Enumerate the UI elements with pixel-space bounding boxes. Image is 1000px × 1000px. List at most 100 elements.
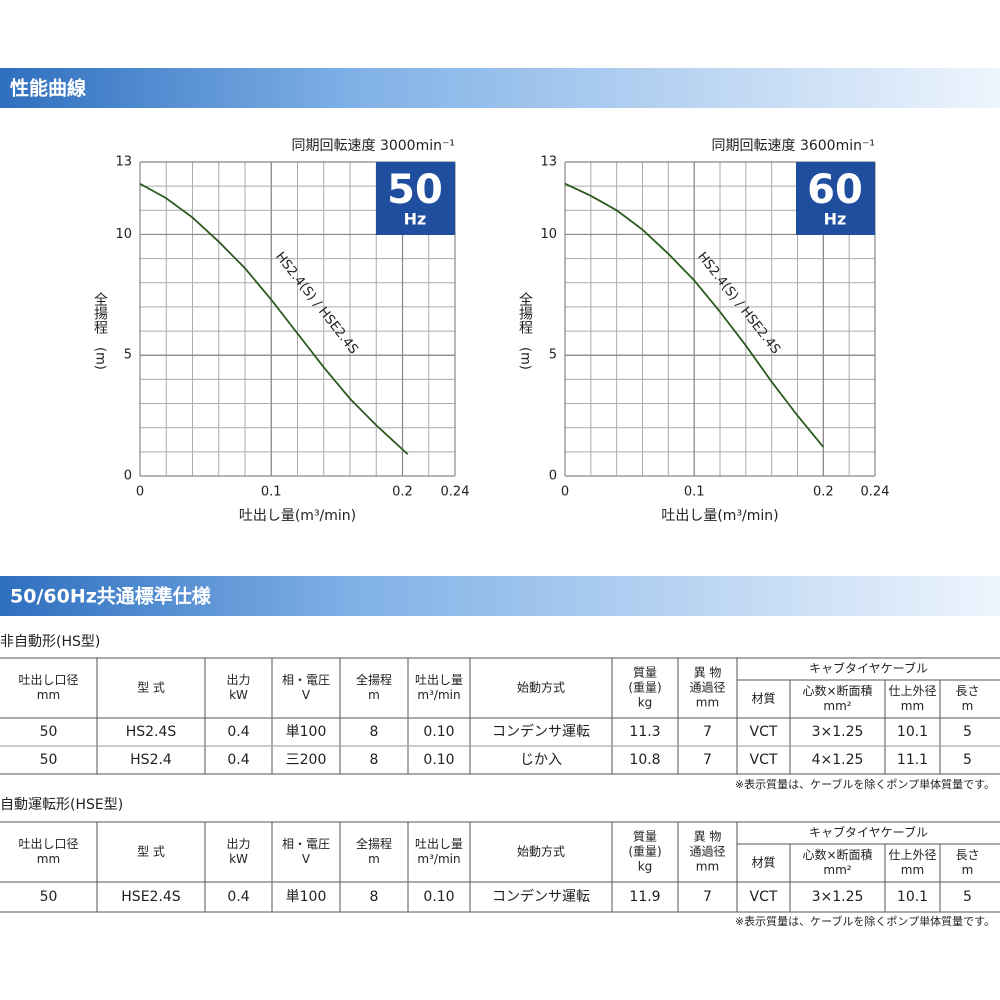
table-cell: 8 — [370, 889, 379, 905]
header-cell: m — [368, 852, 380, 866]
table-cell: HS2.4 — [130, 752, 172, 768]
curve-label: HS2.4(S) / HSE2.4S — [272, 249, 361, 357]
curve-label: HS2.4(S) / HSE2.4S — [694, 249, 783, 357]
table-cell: 50 — [40, 889, 58, 905]
badge-number: 50 — [387, 167, 443, 213]
x-tick-label: 0.2 — [813, 485, 834, 500]
header-cell: 全揚程 — [356, 836, 392, 851]
table-cell: VCT — [750, 752, 778, 768]
table-cell: 8 — [370, 724, 379, 740]
header-cell: 質量 — [633, 665, 657, 680]
table-cell: 11.1 — [897, 752, 928, 768]
header-cell: V — [302, 852, 311, 866]
x-axis-label: 吐出し量(m³/min) — [661, 508, 778, 524]
chart-title: 同期回転速度 3600min⁻¹ — [712, 138, 875, 154]
table-cell: 0.4 — [227, 889, 249, 905]
header-cell: kg — [638, 860, 653, 874]
section-bar — [0, 576, 1000, 616]
badge — [796, 162, 875, 235]
header-cell: m — [962, 863, 974, 877]
x-tick-label: 0 — [136, 485, 144, 500]
table-cell: 三200 — [286, 752, 327, 768]
header-cell: 材質 — [751, 855, 775, 870]
chart-title: 同期回転速度 3000min⁻¹ — [292, 138, 455, 154]
header-group: キャブタイヤケーブル — [809, 825, 928, 840]
table-cell: 10.8 — [629, 752, 660, 768]
header-cell: m³/min — [417, 852, 460, 866]
y-tick-label: 10 — [115, 227, 132, 242]
badge — [376, 162, 455, 235]
header-cell: 通過径 — [689, 681, 725, 695]
header-cell: 異 物 — [694, 666, 722, 680]
header-cell: 心数×断面積 — [802, 847, 872, 862]
header-cell: 質量 — [633, 829, 657, 844]
table-cell: 0.4 — [227, 752, 249, 768]
x-tick-label: 0.24 — [441, 485, 470, 500]
y-tick-label: 5 — [549, 348, 557, 363]
header-cell: mm — [901, 699, 924, 713]
header-cell: 通過径 — [689, 845, 725, 859]
header-cell: mm — [37, 852, 60, 866]
header-cell: 始動方式 — [517, 680, 565, 695]
badge-unit: Hz — [404, 210, 427, 229]
x-tick-label: 0.24 — [861, 485, 890, 500]
table-cell: VCT — [750, 724, 778, 740]
header-cell: 吐出し量 — [415, 837, 463, 851]
table-cell: 0.10 — [423, 724, 454, 740]
curve — [564, 182, 825, 448]
table-cell: 8 — [370, 752, 379, 768]
table-caption: 自動運転形(HSE型) — [0, 797, 123, 813]
header-cell: 吐出し口径 — [18, 673, 78, 687]
header-cell: 出力 — [226, 837, 250, 851]
table-cell: 7 — [703, 889, 712, 905]
header-cell: 相・電圧 — [282, 673, 330, 687]
table-cell: コンデンサ運転 — [492, 888, 590, 905]
header-cell: 吐出し口径 — [18, 837, 78, 851]
table-cell: 11.9 — [629, 889, 660, 905]
table-cell: 5 — [963, 889, 972, 905]
table-cell: 0.10 — [423, 752, 454, 768]
header-cell: mm — [901, 863, 924, 877]
badge-number: 60 — [807, 167, 863, 213]
table-cell: 7 — [703, 724, 712, 740]
x-tick-label: 0 — [561, 485, 569, 500]
x-tick-label: 0.1 — [684, 485, 705, 500]
header-cell: (重量) — [628, 845, 661, 859]
header-cell: 仕上外径 — [888, 848, 936, 862]
header-cell: m — [962, 699, 974, 713]
header-cell: mm² — [823, 699, 851, 713]
header-cell: kW — [229, 852, 248, 866]
y-tick-label: 5 — [124, 348, 132, 363]
y-tick-label: 13 — [115, 155, 132, 170]
y-tick-label: 0 — [124, 469, 132, 484]
table-cell: 5 — [963, 752, 972, 768]
badge-unit: Hz — [824, 210, 847, 229]
section-title: 性能曲線 — [10, 77, 86, 100]
header-cell: 型 式 — [137, 845, 165, 859]
y-axis-label: 全揚程 — [92, 291, 108, 335]
table-cell: コンデンサ運転 — [492, 723, 590, 740]
table-note: ※表示質量は、ケーブルを除くポンプ単体質量です。 — [735, 914, 995, 928]
table-cell: 7 — [703, 752, 712, 768]
section-bar — [0, 68, 1000, 108]
y-axis-label: 全揚程 — [517, 291, 533, 335]
table-cell: 0.10 — [423, 889, 454, 905]
header-cell: 長さ — [955, 848, 979, 862]
header-cell: m³/min — [417, 688, 460, 702]
table-cell: 5 — [963, 724, 972, 740]
y-axis-unit: (m) — [93, 347, 108, 370]
y-tick-label: 0 — [549, 469, 557, 484]
header-cell: 型 式 — [137, 681, 165, 695]
y-tick-label: 13 — [540, 155, 557, 170]
y-tick-label: 10 — [540, 227, 557, 242]
table-cell: 単100 — [286, 724, 327, 740]
table-cell: 50 — [40, 724, 58, 740]
x-tick-label: 0.1 — [261, 485, 282, 500]
y-axis-unit: (m) — [518, 347, 533, 370]
header-cell: 材質 — [751, 691, 775, 706]
header-cell: mm — [37, 688, 60, 702]
header-cell: 仕上外径 — [888, 684, 936, 698]
header-cell: 心数×断面積 — [802, 683, 872, 698]
